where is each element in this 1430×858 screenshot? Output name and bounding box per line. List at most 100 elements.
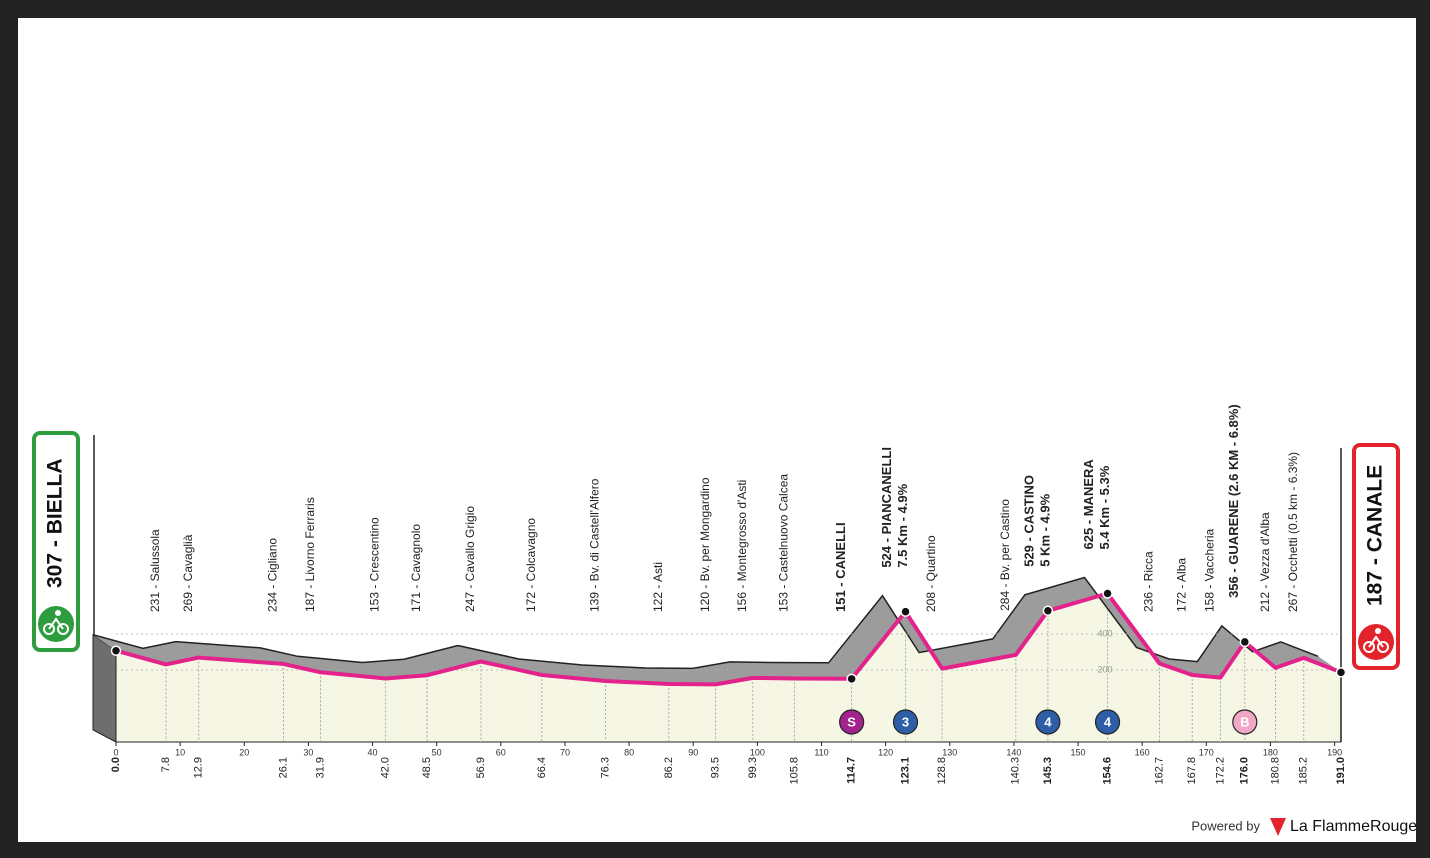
chart-layer: 200 400 0 10 20 30 40 50 60 70 80 90 100 110 120 130 140… bbox=[32, 404, 1400, 785]
waypoint-dot bbox=[900, 606, 911, 617]
km-label: 0.0 bbox=[110, 757, 122, 772]
waypoint-dot bbox=[846, 673, 857, 685]
waypoint-dot bbox=[1239, 636, 1251, 648]
km-label: 128.8 bbox=[936, 757, 948, 785]
x-tick-label: 150 bbox=[1071, 747, 1086, 757]
waypoint-label: 172 - Alba bbox=[1174, 558, 1188, 612]
start-label: 307 - BIELLA bbox=[44, 458, 67, 588]
km-label: 185.2 bbox=[1298, 757, 1310, 785]
km-label: 42.0 bbox=[379, 757, 391, 778]
waypoint-label: 231 - Salussola bbox=[148, 529, 162, 612]
km-label: 140.3 bbox=[1010, 757, 1022, 785]
x-tick-label: 140 bbox=[1006, 747, 1021, 757]
badge-label: B bbox=[1240, 714, 1249, 729]
waypoint-label: 153 - Crescentino bbox=[368, 517, 382, 612]
profile-line bbox=[115, 591, 1342, 687]
x-tick-label: 60 bbox=[496, 747, 506, 757]
x-tick-label: 30 bbox=[303, 747, 313, 757]
km-label: 99.3 bbox=[747, 757, 759, 778]
climb-detail: 7.5 Km - 4.9% bbox=[895, 483, 910, 567]
waypoint-label: 156 - Montegrosso d'Asti bbox=[735, 480, 749, 612]
waypoint-label: 153 - Castelnuovo Calcea bbox=[777, 474, 791, 612]
finish-box bbox=[1352, 443, 1400, 670]
badge-label: 4 bbox=[1044, 714, 1052, 729]
waypoint-label: 212 - Vezza d'Alba bbox=[1258, 512, 1272, 612]
x-tick-label: 50 bbox=[432, 747, 442, 757]
finish-icon-wheel bbox=[1363, 641, 1375, 653]
km-label: 12.9 bbox=[193, 757, 205, 778]
km-label: 191.0 bbox=[1335, 757, 1347, 785]
x-tick-label: 80 bbox=[624, 747, 634, 757]
km-label: 162.7 bbox=[1153, 757, 1165, 785]
waypoint-dot bbox=[1042, 605, 1054, 617]
climb-detail: 5.4 Km - 5.3% bbox=[1097, 465, 1112, 549]
km-label: 114.7 bbox=[846, 757, 858, 784]
start-icon-head bbox=[55, 610, 61, 616]
km-label: 176.0 bbox=[1239, 757, 1251, 785]
badge bbox=[1094, 709, 1121, 735]
waypoint-label: 172 - Colcavagno bbox=[524, 518, 538, 612]
badge-label: S bbox=[847, 714, 856, 729]
waypoint-label: 625 - MANERA bbox=[1081, 459, 1096, 550]
brand-logo bbox=[1270, 818, 1286, 836]
km-label: 31.9 bbox=[315, 757, 327, 778]
km-label: 48.5 bbox=[421, 757, 433, 778]
waypoint-label: 267 - Occhetti (0.5 km - 6.3%) bbox=[1286, 452, 1300, 612]
km-label: 7.8 bbox=[160, 757, 172, 772]
waypoint-label: 234 - Cigliano bbox=[266, 538, 280, 612]
start-icon-wheel bbox=[57, 623, 69, 635]
x-tick-label: 70 bbox=[560, 747, 570, 757]
km-label: 154.6 bbox=[1101, 757, 1113, 785]
km-label: 105.8 bbox=[788, 757, 800, 785]
x-tick-label: 160 bbox=[1135, 747, 1150, 757]
badge-label: 3 bbox=[902, 714, 909, 729]
waypoint-label: 247 - Cavallo Grigio bbox=[463, 506, 477, 612]
finish-icon-head bbox=[1375, 628, 1381, 634]
top-edge bbox=[92, 576, 1319, 670]
waypoint-label: 139 - Bv. di Castell'Alfero bbox=[588, 478, 602, 612]
y-tick-label: 200 bbox=[1097, 664, 1112, 674]
start-icon-wheel bbox=[43, 623, 55, 635]
finish-label: 187 - CANALE bbox=[1364, 465, 1387, 606]
waypoint-label: 187 - Livorno Ferraris bbox=[303, 497, 317, 612]
km-label: 93.5 bbox=[710, 757, 722, 778]
waypoint-label: 529 - CASTINO bbox=[1021, 475, 1036, 567]
climb-detail: 5 Km - 4.9% bbox=[1037, 493, 1052, 566]
km-label: 76.3 bbox=[599, 757, 611, 778]
x-tick-label: 90 bbox=[688, 747, 698, 757]
badge bbox=[1232, 709, 1258, 735]
waypoint-label: 284 - Bv. per Castino bbox=[998, 499, 1012, 611]
y-tick-label: 400 bbox=[1097, 628, 1112, 638]
x-tick-label: 0 bbox=[113, 747, 118, 757]
waypoint-label: 122 - Asti bbox=[651, 562, 665, 612]
x-tick-label: 100 bbox=[750, 747, 765, 757]
km-label: 86.2 bbox=[663, 757, 675, 778]
km-label: 167.8 bbox=[1186, 757, 1198, 785]
waypoint-dot bbox=[1335, 667, 1347, 678]
waypoint-label: 269 - Cavaglià bbox=[181, 534, 195, 612]
km-label: 180.8 bbox=[1269, 757, 1281, 785]
km-label: 66.4 bbox=[536, 757, 548, 778]
x-tick-label: 10 bbox=[175, 747, 185, 757]
x-tick-label: 180 bbox=[1263, 747, 1278, 757]
x-tick-label: 130 bbox=[942, 747, 957, 757]
km-label: 145.3 bbox=[1042, 757, 1054, 785]
waypoint-label: 236 - Ricca bbox=[1142, 551, 1156, 612]
powered-by: Powered by bbox=[1191, 818, 1260, 833]
x-tick-label: 110 bbox=[814, 747, 828, 757]
km-label: 26.1 bbox=[277, 757, 289, 778]
x-tick-label: 120 bbox=[878, 747, 893, 757]
km-label: 123.1 bbox=[899, 757, 911, 785]
waypoint-label: 208 - Quartino bbox=[924, 535, 938, 612]
waypoint-dot bbox=[110, 645, 122, 656]
finish-icon-wheel bbox=[1377, 641, 1389, 653]
x-tick-label: 190 bbox=[1327, 747, 1342, 757]
waypoint-label: 171 - Cavagnolo bbox=[409, 524, 423, 612]
top-surface bbox=[93, 577, 1341, 685]
badge bbox=[1035, 709, 1061, 735]
x-tick-label: 170 bbox=[1199, 747, 1214, 757]
start-box bbox=[32, 431, 80, 652]
km-label: 56.9 bbox=[475, 757, 487, 778]
waypoint-label: 120 - Bv. per Mongardino bbox=[698, 477, 712, 612]
